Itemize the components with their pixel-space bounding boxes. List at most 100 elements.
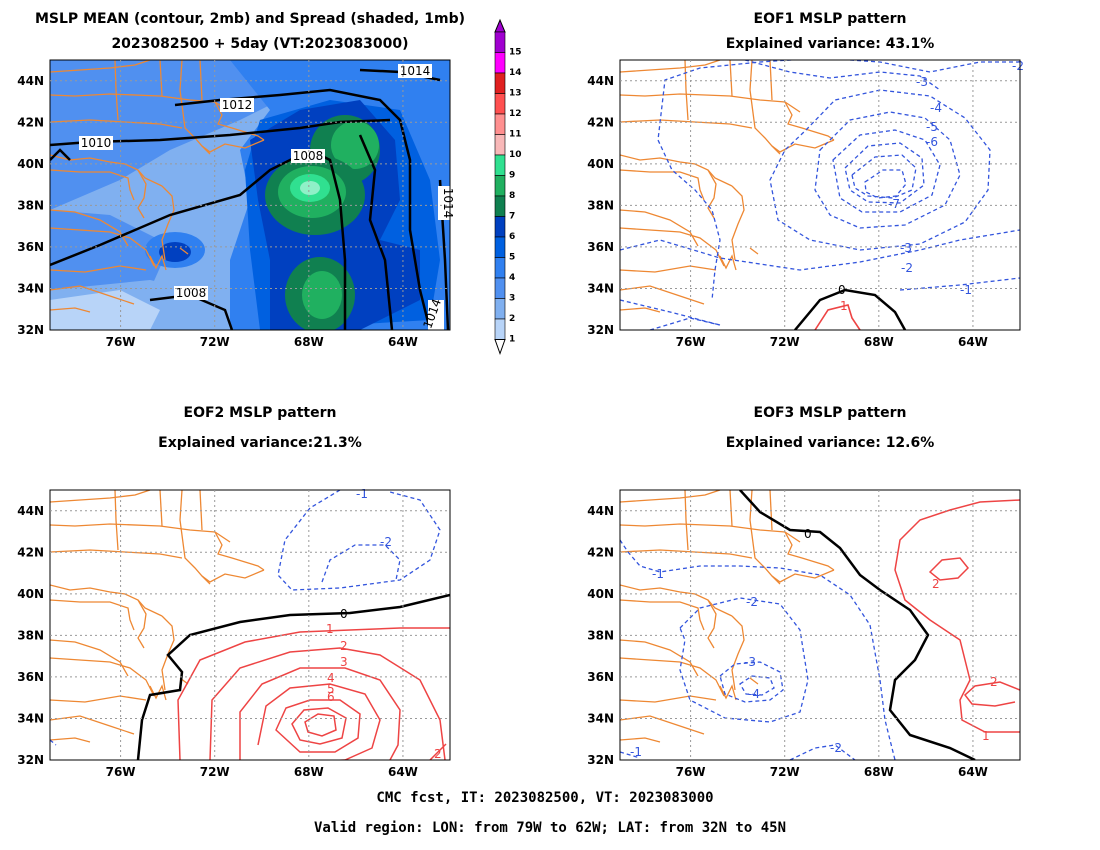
lat-tick-label: 34N (587, 711, 614, 725)
eof1-contour-label: -1 (960, 283, 972, 297)
lat-tick-label: 40N (17, 157, 44, 171)
eof3-frame (619, 489, 1021, 761)
lon-tick-label: 68W (294, 765, 324, 779)
eof2-contour-label: 6 (327, 690, 335, 704)
eof2-contour-label: 0 (340, 607, 348, 621)
lat-tick-label: 42N (587, 545, 614, 559)
eof2-contour-label: 3 (340, 655, 348, 669)
eof3-contour-label: -2 (830, 741, 842, 755)
lon-tick-label: 64W (958, 335, 988, 349)
eof1-contour-label: -2 (901, 261, 913, 275)
colorbar-label: 1 (509, 335, 515, 345)
colorbar-label: 7 (509, 212, 515, 222)
footer-line2: Valid region: LON: from 79W to 62W; LAT:… (314, 820, 786, 836)
mean-contour-label: 1012 (222, 98, 253, 112)
colorbar-label: 10 (509, 150, 522, 160)
lon-tick-label: 72W (200, 335, 230, 349)
eof3-contour-label: 2 (932, 577, 940, 591)
panel-eof2: EOF2 MSLP pattern Explained variance:21.… (49, 405, 451, 761)
eof1-contour-label: -3 (916, 75, 928, 89)
lon-tick-label: 64W (388, 335, 418, 349)
eof3-subtitle: Explained variance: 12.6% (726, 435, 935, 451)
colorbar-swatch (494, 72, 506, 94)
colorbar-swatch (494, 52, 506, 74)
lon-tick-label: 76W (106, 335, 136, 349)
lat-tick-label: 34N (17, 281, 44, 295)
eof2-contour-label: 4 (327, 671, 335, 685)
lat-tick-label: 38N (587, 628, 614, 642)
colorbar-label: 5 (509, 253, 515, 263)
lat-tick-label: 36N (587, 240, 614, 254)
eof3-title: EOF3 MSLP pattern (754, 405, 907, 421)
lat-tick-label: 40N (587, 157, 614, 171)
colorbar-max-arrow (494, 18, 506, 33)
panel-mean: MSLP MEAN (contour, 2mb) and Spread (sha… (35, 11, 465, 331)
colorbar-swatch (494, 277, 506, 299)
lon-tick-label: 76W (106, 765, 136, 779)
lat-tick-label: 42N (587, 115, 614, 129)
eof3-contour-label: 0 (804, 527, 812, 541)
eof1-contour-label: 0 (838, 283, 846, 297)
lon-tick-label: 68W (864, 765, 894, 779)
mean-contour-label: 1014 (441, 188, 455, 219)
eof2-contour-label: 2 (434, 747, 442, 761)
eof3-contour-label: -3 (744, 655, 756, 669)
panel-eof3: EOF3 MSLP pattern Explained variance: 12… (619, 405, 1021, 761)
lat-tick-label: 34N (587, 281, 614, 295)
lon-tick-label: 76W (676, 335, 706, 349)
lat-tick-label: 38N (587, 198, 614, 212)
eof3-contour-labels: 0 -1 -2 -3 -4 2 2 1 -2 -1 (630, 527, 998, 759)
map-grids: 44N 42N 40N 38N 36N 34N 32N 76W 72W 68W 64W 44N 42N 4… (17, 60, 1020, 779)
lat-tick-label: 32N (587, 753, 614, 767)
eof1-contour-label: 1 (840, 299, 848, 313)
lon-tick-label: 72W (200, 765, 230, 779)
lat-tick-label: 44N (587, 74, 614, 88)
mean-frame (49, 59, 451, 331)
mean-title-line1: MSLP MEAN (contour, 2mb) and Spread (sha… (35, 11, 465, 27)
lat-tick-label: 32N (17, 323, 44, 337)
colorbar-swatch (494, 195, 506, 217)
colorbar-min-arrow (494, 339, 506, 355)
lat-tick-label: 44N (17, 504, 44, 518)
colorbar-label: 3 (509, 294, 515, 304)
spread-colorbar: 15 14 13 12 11 10 9 8 7 6 5 4 3 2 1 (494, 18, 522, 355)
colorbar-swatch (494, 134, 506, 156)
colorbar-label: 6 (509, 232, 515, 242)
lon-tick-label: 76W (676, 765, 706, 779)
mean-contour-label: 1010 (81, 136, 112, 150)
colorbar-swatch (494, 31, 506, 53)
eof1-frame (619, 59, 1021, 331)
mean-contour-label: 1014 (400, 64, 431, 78)
lat-tick-label: 36N (587, 670, 614, 684)
colorbar-swatch (494, 236, 506, 258)
colorbar-label: 2 (509, 314, 515, 324)
colorbar-label: 14 (509, 68, 522, 78)
lon-tick-label: 64W (388, 765, 418, 779)
eof1-contour-label: -3 (900, 241, 912, 255)
colorbar-swatch (494, 318, 506, 340)
lat-tick-label: 36N (17, 240, 44, 254)
colorbar-swatch (494, 216, 506, 238)
eof1-contour-label: -6 (926, 135, 938, 149)
eof3-contour-label: -1 (652, 567, 664, 581)
eof3-contour-label: 1 (982, 729, 990, 743)
panel-eof1: EOF1 MSLP pattern Explained variance: 43… (619, 11, 1024, 331)
eof2-contour-label: 1 (326, 622, 334, 636)
colorbar-label: 8 (509, 191, 515, 201)
lat-tick-label: 44N (17, 74, 44, 88)
lat-tick-label: 38N (17, 628, 44, 642)
lon-tick-label: 68W (294, 335, 324, 349)
colorbar-label: 9 (509, 171, 515, 181)
eof1-contour-label: -7 (888, 197, 900, 211)
colorbar-swatch (494, 113, 506, 135)
colorbar-swatch (494, 93, 506, 115)
colorbar-swatch (494, 257, 506, 279)
lat-tick-label: 34N (17, 711, 44, 725)
eof1-contour-label: -2 (1012, 59, 1024, 73)
colorbar-swatch (494, 154, 506, 176)
lat-tick-label: 32N (17, 753, 44, 767)
eof3-contour-label: -4 (748, 687, 760, 701)
lon-tick-label: 72W (770, 765, 800, 779)
colorbar-label: 11 (509, 130, 522, 140)
